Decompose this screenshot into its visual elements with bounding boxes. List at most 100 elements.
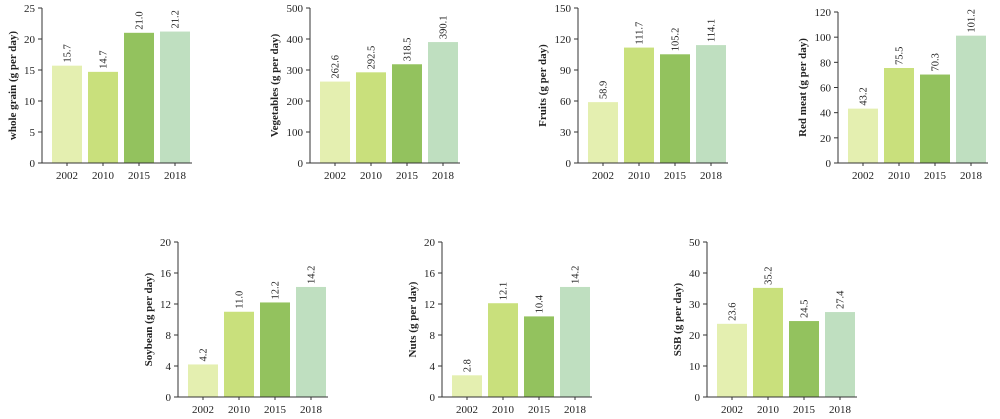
data-label: 101.2 <box>967 9 978 33</box>
x-tick-label: 2015 <box>793 404 816 416</box>
y-axis-label: Soybean (g per day) <box>143 272 155 366</box>
bar <box>920 74 950 163</box>
chart-panel: 58.9 2002 111.7 2010 105.2 2015 114.1 2018 0 30 60… <box>537 3 728 182</box>
bar <box>52 65 82 163</box>
y-tick-label: 30 <box>560 127 572 139</box>
y-tick-label: 30 <box>689 299 701 311</box>
chart-panel: 43.2 2002 75.5 2010 70.3 2015 101.2 2018 0 20 40 60… <box>797 7 988 182</box>
data-label: 262.6 <box>331 55 342 79</box>
data-label: 15.7 <box>63 44 74 62</box>
y-axis-label: Red meat (g per day) <box>797 38 809 137</box>
y-axis-label: Nuts (g per day) <box>407 281 419 357</box>
y-tick-label: 90 <box>560 65 572 77</box>
y-tick-label: 100 <box>287 127 304 139</box>
y-tick-label: 300 <box>287 65 304 77</box>
x-tick-label: 2018 <box>300 404 323 416</box>
bar <box>717 323 747 397</box>
x-tick-label: 2002 <box>192 404 214 416</box>
x-tick-label: 2015 <box>128 170 151 182</box>
y-tick-label: 16 <box>424 268 436 280</box>
y-tick-label: 0 <box>298 158 304 170</box>
y-tick-label: 0 <box>566 158 572 170</box>
bar <box>848 108 878 163</box>
data-label: 4.2 <box>199 348 210 361</box>
y-tick-label: 4 <box>166 361 172 373</box>
data-label: 390.1 <box>439 15 450 39</box>
x-tick-label: 2015 <box>264 404 287 416</box>
y-tick-label: 8 <box>430 330 436 342</box>
y-tick-label: 16 <box>160 268 172 280</box>
y-tick-label: 120 <box>555 34 572 46</box>
bar <box>296 286 326 397</box>
data-label: 27.4 <box>836 290 847 309</box>
y-tick-label: 20 <box>24 34 36 46</box>
bar <box>660 54 690 163</box>
y-tick-label: 0 <box>30 158 36 170</box>
data-label: 14.7 <box>99 50 110 68</box>
y-axis-label: Fruits (g per day) <box>537 44 549 127</box>
data-label: 2.8 <box>463 359 474 372</box>
y-tick-label: 100 <box>815 32 832 44</box>
bar <box>124 32 154 163</box>
bar <box>188 364 218 397</box>
data-label: 14.2 <box>307 266 318 284</box>
y-tick-label: 20 <box>160 237 172 249</box>
bar <box>956 35 986 164</box>
data-label: 14.2 <box>571 266 582 284</box>
bar <box>88 71 118 163</box>
y-tick-label: 50 <box>689 237 701 249</box>
bar <box>320 81 350 163</box>
y-tick-label: 400 <box>287 34 304 46</box>
x-tick-label: 2018 <box>700 170 723 182</box>
y-tick-label: 20 <box>820 133 832 145</box>
x-tick-label: 2010 <box>360 170 383 182</box>
y-tick-label: 5 <box>30 127 36 139</box>
bar <box>392 64 422 163</box>
bar <box>260 302 290 397</box>
bar <box>588 102 618 163</box>
y-tick-label: 60 <box>820 83 832 95</box>
chart-panel: 4.2 2002 11.0 2010 12.2 2015 14.2 2018 0 4 8 12 16 20… <box>143 237 328 416</box>
data-label: 12.2 <box>271 281 282 299</box>
bar <box>224 311 254 397</box>
x-tick-label: 2010 <box>92 170 115 182</box>
data-label: 12.1 <box>499 282 510 300</box>
x-tick-label: 2002 <box>852 170 874 182</box>
x-tick-label: 2015 <box>664 170 687 182</box>
y-tick-label: 8 <box>166 330 172 342</box>
y-tick-label: 20 <box>689 330 701 342</box>
bar <box>428 42 458 163</box>
y-tick-label: 12 <box>160 299 171 311</box>
x-tick-label: 2002 <box>592 170 614 182</box>
y-axis-label: SSB (g per day) <box>672 282 684 356</box>
y-axis-label: whole grain (g per day) <box>7 31 19 141</box>
chart-panel: 23.6 2002 35.2 2010 24.5 2015 27.4 2018 0 10 20 30 4… <box>672 237 857 416</box>
data-label: 11.0 <box>235 291 246 309</box>
data-label: 24.5 <box>800 300 811 318</box>
y-tick-label: 25 <box>24 3 36 15</box>
y-tick-label: 40 <box>820 108 832 120</box>
data-label: 318.5 <box>403 38 414 62</box>
data-label: 21.0 <box>135 11 146 29</box>
chart-panel: 262.6 2002 292.5 2010 318.5 2015 390.1 2018 0 100… <box>269 3 460 182</box>
data-label: 292.5 <box>367 46 378 70</box>
y-tick-label: 40 <box>689 268 701 280</box>
chart-panel: 2.8 2002 12.1 2010 10.4 2015 14.2 2018 0 4 8 12 16 20… <box>407 237 592 416</box>
y-tick-label: 10 <box>24 96 36 108</box>
x-tick-label: 2015 <box>528 404 551 416</box>
x-tick-label: 2018 <box>960 170 983 182</box>
data-label: 35.2 <box>764 267 775 285</box>
data-label: 43.2 <box>859 87 870 105</box>
y-axis-label: Vegetables (g per day) <box>269 33 281 137</box>
bar <box>488 303 518 397</box>
y-tick-label: 10 <box>689 361 701 373</box>
x-tick-label: 2010 <box>628 170 651 182</box>
data-label: 75.5 <box>895 47 906 65</box>
y-tick-label: 20 <box>424 237 436 249</box>
x-tick-label: 2010 <box>888 170 911 182</box>
y-tick-label: 0 <box>430 392 436 404</box>
y-tick-label: 200 <box>287 96 304 108</box>
bar <box>560 286 590 397</box>
bar <box>789 321 819 397</box>
